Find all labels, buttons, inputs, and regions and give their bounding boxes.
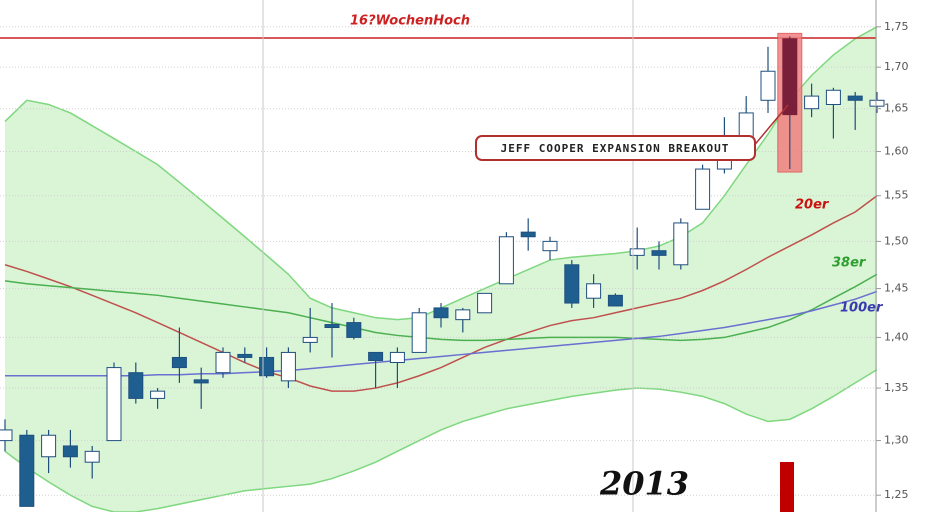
candle-body (280, 351, 296, 382)
candle-body (477, 292, 493, 314)
year-label: 2013 (599, 465, 689, 503)
candle-body (346, 322, 362, 338)
candle-body (651, 250, 667, 256)
candle-body (215, 351, 231, 374)
candle-body (84, 450, 100, 463)
band-lower (4, 368, 878, 512)
candle-body (782, 38, 798, 116)
candle-body (41, 434, 57, 458)
candle-body (673, 222, 689, 266)
annotation-box (475, 135, 756, 161)
candle-body (389, 351, 405, 364)
candle-body (433, 307, 449, 319)
reference-label: 16?WochenHoch (350, 14, 470, 29)
candle-body (324, 324, 340, 329)
legend-label: 20er (795, 198, 830, 213)
candle-body (695, 168, 711, 210)
candle-body (259, 356, 275, 377)
y-tick-label: 1,50 (884, 234, 909, 247)
candle-body (825, 89, 841, 105)
candle-body (629, 248, 645, 256)
band-fill (5, 26, 877, 512)
y-tick-label: 1,45 (884, 282, 909, 295)
moving-average-line (4, 273, 878, 342)
candle-body (302, 336, 318, 343)
plot-area (0, 26, 885, 512)
y-tick-label: 1,55 (884, 189, 909, 202)
candle-body (19, 434, 35, 507)
candle-body (586, 283, 602, 299)
candle-body (869, 99, 885, 107)
candle-body (193, 379, 209, 384)
y-tick-label: 1,75 (884, 20, 909, 33)
moving-average-line (4, 195, 878, 392)
candle-body (368, 351, 384, 361)
legend-label: 38er (832, 256, 867, 271)
candle-body (564, 264, 580, 304)
y-tick-label: 1,60 (884, 145, 909, 158)
volume-bar (780, 462, 794, 512)
annotation-pointer (751, 104, 789, 149)
y-tick-label: 1,25 (884, 488, 909, 501)
y-tick-label: 1,70 (884, 60, 909, 73)
candle-body (0, 429, 13, 442)
candle-body (542, 240, 558, 252)
candle-body (498, 236, 514, 285)
candle-body (760, 70, 776, 101)
y-tick-label: 1,35 (884, 381, 909, 394)
candle-body (171, 356, 187, 369)
legend-label: 100er (840, 301, 884, 316)
moving-average-line (5, 290, 878, 377)
annotation: JEFF COOPER EXPANSION BREAKOUT (475, 104, 789, 161)
candle-body (106, 367, 122, 442)
y-tick-label: 1,30 (884, 434, 909, 447)
candle-body (804, 95, 820, 110)
candle-body (411, 312, 427, 353)
candle-body (847, 95, 863, 101)
candle-body (455, 309, 471, 321)
candle-body (607, 294, 623, 307)
candle-body (520, 231, 536, 238)
annotation-text: JEFF COOPER EXPANSION BREAKOUT (501, 142, 730, 155)
y-tick-label: 1,40 (884, 330, 909, 343)
candle-body (62, 445, 78, 458)
candle-body (128, 372, 144, 399)
candle-body (150, 390, 166, 399)
candle-body (237, 353, 253, 358)
y-tick-label: 1,65 (884, 102, 909, 115)
